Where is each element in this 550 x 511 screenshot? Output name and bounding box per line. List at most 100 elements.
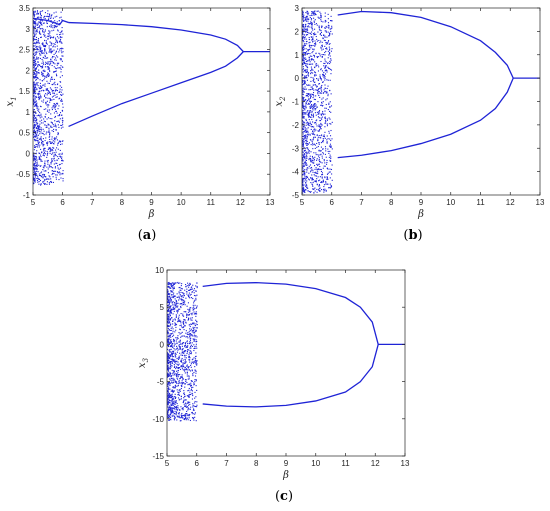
chaos-point bbox=[181, 415, 183, 417]
chaos-point bbox=[315, 74, 317, 76]
chaos-point bbox=[46, 153, 48, 155]
chaos-point bbox=[307, 72, 310, 74]
chaos-point bbox=[59, 36, 61, 38]
chaos-point bbox=[329, 101, 331, 103]
chaos-point bbox=[190, 288, 192, 291]
chaos-point bbox=[57, 134, 59, 136]
chaos-point bbox=[302, 186, 304, 188]
chaos-point bbox=[318, 17, 320, 19]
chaos-point bbox=[37, 58, 39, 60]
chaos-point bbox=[303, 91, 305, 93]
chaos-point bbox=[328, 26, 330, 28]
chaos-point bbox=[189, 325, 191, 328]
chaos-point bbox=[169, 296, 171, 298]
chaos-point bbox=[313, 128, 315, 130]
chaos-point bbox=[33, 156, 35, 158]
chaos-point bbox=[171, 333, 173, 335]
chaos-point bbox=[41, 24, 43, 26]
chaos-point bbox=[171, 403, 173, 405]
chaos-point bbox=[42, 65, 44, 67]
chaos-point bbox=[187, 282, 189, 284]
chaos-point bbox=[41, 74, 43, 76]
chaos-point bbox=[49, 142, 52, 144]
chaos-point bbox=[186, 352, 188, 355]
chaos-point bbox=[170, 358, 172, 360]
chaos-point bbox=[37, 177, 39, 179]
chaos-point bbox=[167, 325, 169, 327]
chaos-point bbox=[50, 76, 53, 78]
chaos-point bbox=[196, 294, 198, 296]
chaos-point bbox=[304, 109, 306, 111]
chaos-point bbox=[56, 90, 58, 92]
x-tick-label: 13 bbox=[536, 198, 545, 207]
chaos-point bbox=[195, 341, 197, 343]
chaos-point bbox=[35, 100, 37, 102]
chaos-point bbox=[329, 68, 331, 70]
chaos-point bbox=[308, 89, 310, 91]
chaos-point bbox=[56, 42, 58, 44]
chaos-point bbox=[305, 88, 307, 90]
chaos-point bbox=[330, 50, 333, 52]
chaos-point bbox=[54, 154, 56, 156]
chaos-point bbox=[185, 402, 187, 404]
chaos-point bbox=[308, 172, 310, 174]
chaos-point bbox=[56, 64, 58, 66]
chaos-point bbox=[306, 184, 308, 186]
chaos-point bbox=[193, 371, 195, 374]
chaos-point bbox=[302, 53, 304, 55]
chaos-point bbox=[319, 92, 321, 94]
chaos-point bbox=[48, 47, 50, 49]
chaos-point bbox=[168, 367, 170, 369]
branch-line-a-2 bbox=[68, 51, 244, 128]
chaos-point bbox=[320, 170, 323, 173]
chaos-point bbox=[302, 177, 304, 179]
chaos-point bbox=[320, 104, 322, 106]
chaos-point bbox=[34, 101, 36, 103]
chaos-point bbox=[42, 28, 44, 30]
chaos-point bbox=[58, 23, 60, 25]
chaos-point bbox=[322, 137, 324, 140]
chaos-point bbox=[167, 339, 169, 341]
chaos-point bbox=[172, 302, 174, 304]
chaos-point bbox=[58, 41, 61, 43]
chaos-point bbox=[37, 122, 39, 124]
chaos-point bbox=[321, 162, 323, 164]
chaos-point bbox=[306, 135, 308, 137]
chaos-point bbox=[56, 36, 59, 38]
chaos-point bbox=[193, 417, 195, 419]
chaos-point bbox=[33, 94, 35, 96]
chaos-point bbox=[184, 383, 186, 385]
chaos-point bbox=[302, 59, 304, 61]
chaos-point bbox=[168, 325, 170, 327]
chaos-point bbox=[174, 361, 176, 363]
chaos-point bbox=[320, 89, 322, 91]
chaos-point bbox=[47, 161, 49, 163]
chaos-point bbox=[48, 91, 50, 93]
chaos-point bbox=[192, 395, 194, 397]
chaos-point bbox=[195, 330, 197, 332]
chaos-point bbox=[35, 53, 37, 55]
y-tick-label: -4 bbox=[292, 168, 300, 177]
chaos-point bbox=[179, 377, 181, 379]
chaos-point bbox=[305, 156, 307, 158]
chaos-point bbox=[172, 289, 174, 291]
chaos-point bbox=[50, 150, 52, 152]
chaos-point bbox=[44, 34, 46, 36]
chaos-point bbox=[176, 382, 178, 384]
chaos-point bbox=[185, 403, 187, 405]
chaos-point bbox=[37, 106, 39, 108]
chaos-point bbox=[305, 184, 307, 186]
chaos-point bbox=[302, 51, 304, 53]
chaos-point bbox=[55, 178, 57, 180]
chaos-point bbox=[194, 358, 197, 360]
chaos-point bbox=[302, 79, 304, 81]
chaos-point bbox=[173, 296, 175, 298]
chaos-point bbox=[177, 385, 179, 387]
y-tick-label: -0.5 bbox=[16, 170, 30, 179]
chaos-point bbox=[314, 136, 317, 138]
chaos-point bbox=[44, 153, 46, 155]
chaos-point bbox=[189, 403, 191, 405]
chaos-point bbox=[178, 332, 180, 334]
chaos-point bbox=[311, 28, 313, 30]
chaos-point bbox=[310, 63, 312, 65]
